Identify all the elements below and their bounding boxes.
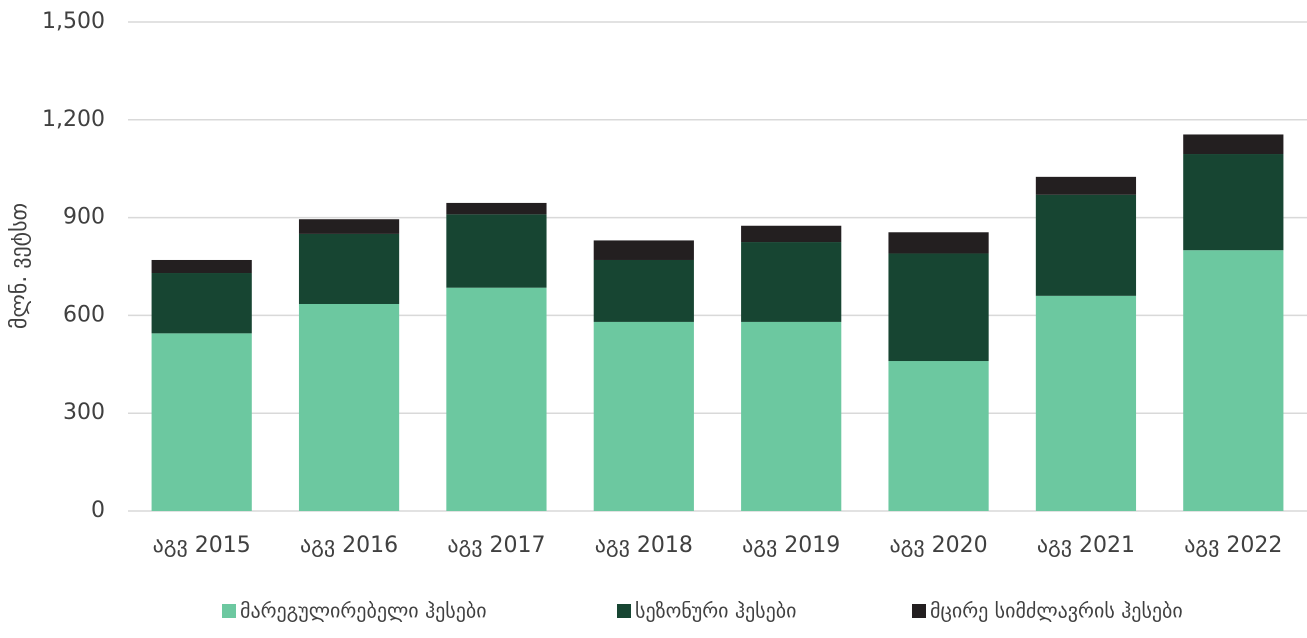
bar-segment	[151, 273, 252, 334]
legend-label: მცირე სიმძლავრის ჰესები	[930, 599, 1183, 623]
bar-segment	[888, 253, 989, 362]
x-tick-label: აგვ 2019	[742, 533, 840, 558]
bar-segment	[151, 333, 252, 511]
legend: მარეგულირებელი ჰესები სეზონური ჰესები მცირ…	[222, 599, 1183, 623]
bar-segment	[1183, 250, 1284, 511]
bar-segment	[1183, 134, 1284, 155]
y-tick-label: 300	[63, 400, 105, 425]
legend-swatch	[912, 604, 926, 618]
x-tick-label: აგვ 2016	[300, 533, 398, 558]
bar-segment	[298, 303, 400, 511]
legend-label: მარეგულირებელი ჰესები	[240, 599, 487, 623]
y-tick-label: 600	[63, 302, 105, 327]
y-tick-label: 1,500	[42, 9, 105, 34]
x-tick-label: აგვ 2021	[1037, 533, 1135, 558]
bar-segment	[446, 287, 547, 511]
bar-segment	[741, 321, 842, 511]
x-tick-label: აგვ 2017	[447, 533, 545, 558]
bar-segment	[446, 214, 547, 288]
x-tick-label: აგვ 2020	[889, 533, 987, 558]
bar-segment	[741, 242, 842, 322]
bar-segment	[446, 202, 547, 215]
bar-segment	[1035, 194, 1137, 296]
x-tick-label: აგვ 2015	[153, 533, 251, 558]
x-tick-label: აგვ 2018	[595, 533, 693, 558]
legend-swatch	[617, 604, 631, 618]
y-axis-label: მლნ. ვეტსთ	[7, 203, 32, 329]
bar-segment	[1035, 295, 1137, 511]
bar-segment	[741, 225, 842, 243]
y-tick-label: 0	[91, 498, 105, 523]
y-tick-label: 900	[63, 205, 105, 230]
bar-segment	[888, 232, 989, 254]
bar-segment	[1035, 176, 1137, 195]
legend-label: სეზონური ჰესები	[635, 599, 796, 623]
bar-segment	[888, 361, 989, 511]
bar-segment	[1183, 154, 1284, 251]
legend-swatch	[222, 604, 236, 618]
bar-segment	[593, 321, 694, 511]
bar-segment	[593, 259, 694, 322]
bar-segment	[151, 259, 252, 274]
y-tick-label: 1,200	[42, 107, 105, 132]
bar-segment	[298, 233, 400, 304]
bar-segment	[298, 219, 400, 234]
x-tick-label: აგვ 2022	[1184, 533, 1282, 558]
bar-segment	[593, 240, 694, 260]
